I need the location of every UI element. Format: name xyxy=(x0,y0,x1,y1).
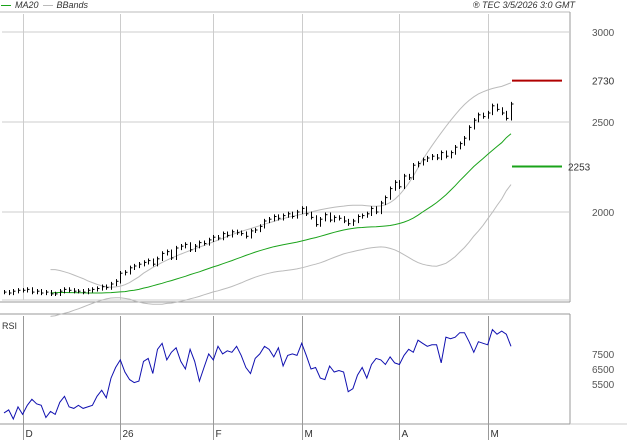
rsi-tick-label: 6500 xyxy=(592,365,615,376)
ma20-legend-swatch xyxy=(1,4,11,6)
bbands-upper-line xyxy=(50,82,512,288)
support-level-label: 2253 xyxy=(568,162,591,173)
y-tick-label: 2000 xyxy=(592,208,615,219)
x-tick-label: A xyxy=(402,429,409,440)
y-tick-label: 3000 xyxy=(592,28,615,39)
ma20-line xyxy=(50,133,512,294)
x-tick-label: F xyxy=(216,429,222,440)
rsi-line xyxy=(3,328,512,421)
y-tick-label: 2500 xyxy=(592,118,615,129)
bbands-legend-swatch xyxy=(42,4,53,6)
x-tick-label: M xyxy=(305,429,313,440)
timestamp: ® TEC 3/5/2026 3:0 GMT xyxy=(472,0,575,10)
x-tick-label: D xyxy=(26,429,33,440)
x-tick-label: M xyxy=(491,429,499,440)
x-tick-label: 26 xyxy=(123,429,135,440)
ma20-legend-label: MA20 xyxy=(15,0,39,10)
rsi-panel-title: RSI xyxy=(2,321,18,331)
legend: MA20 BBands xyxy=(1,0,88,10)
rsi-tick-label: 5500 xyxy=(592,380,615,391)
bbands-legend-label: BBands xyxy=(56,0,89,10)
rsi-tick-label: 7500 xyxy=(592,350,615,361)
bbands-lower-line xyxy=(50,184,512,317)
resistance-level-label: 2730 xyxy=(592,77,615,88)
